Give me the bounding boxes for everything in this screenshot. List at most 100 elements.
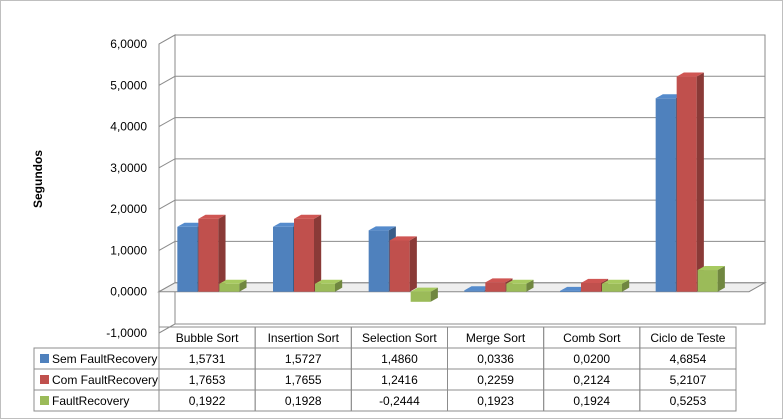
bar (315, 279, 343, 292)
bar (294, 214, 322, 292)
bar-side (717, 265, 725, 292)
bar (410, 287, 438, 302)
bar-top (655, 94, 683, 99)
bar-front (177, 226, 198, 292)
bar (676, 72, 704, 292)
y-tick-label: 6,0000 (110, 37, 147, 51)
y-tick-label: 5,0000 (110, 78, 147, 92)
gridline (158, 75, 765, 86)
bar-front (560, 290, 580, 292)
bar-side (409, 236, 417, 292)
bar-front (581, 282, 601, 292)
bar (697, 265, 725, 292)
bar-top (177, 222, 205, 227)
y-tick-label: 4,0000 (110, 120, 147, 134)
bar-side (696, 72, 704, 292)
data-label: 0,0200 (573, 352, 610, 366)
gridline (158, 199, 765, 210)
bar-front (485, 282, 506, 292)
data-label: 1,2416 (381, 373, 418, 387)
data-label: 5,2107 (670, 373, 707, 387)
bar-top (389, 236, 417, 241)
legend-swatch (40, 375, 49, 384)
bar-top (219, 279, 247, 284)
bar-side (430, 287, 438, 302)
bar (219, 279, 247, 292)
y-tick-label: -1,0000 (106, 326, 147, 340)
bar-front (294, 218, 314, 292)
data-label: 1,7655 (285, 373, 322, 387)
bar-top (464, 286, 492, 291)
data-label: 0,2259 (477, 373, 514, 387)
bar-top (485, 278, 513, 283)
x-category-label: Selection Sort (362, 331, 437, 345)
bar-front (198, 218, 219, 292)
bar-front (602, 283, 622, 292)
bar (389, 236, 417, 292)
bar-top (368, 226, 396, 231)
bar-top (198, 214, 226, 219)
bar-front (655, 98, 676, 292)
data-label: 1,5727 (285, 352, 322, 366)
bar-top (581, 278, 609, 283)
bar-top (410, 287, 438, 292)
gridline (158, 34, 765, 45)
bar-front (697, 270, 718, 292)
data-label: 0,1922 (189, 394, 226, 408)
bar-side (622, 279, 630, 292)
bar (602, 279, 630, 292)
table-cell (639, 389, 737, 412)
bar-side (314, 214, 322, 292)
y-tick-label: 0,0000 (110, 285, 147, 299)
gridline (158, 117, 765, 128)
data-label: 1,5731 (189, 352, 226, 366)
gridline (158, 158, 765, 169)
bar-top (315, 279, 343, 284)
y-tick-label: 3,0000 (110, 161, 147, 175)
x-category-label: Comb Sort (563, 331, 621, 345)
bar-top (602, 279, 630, 284)
data-label: 0,1928 (285, 394, 322, 408)
gridline (158, 282, 765, 293)
x-category-label: Ciclo de Teste (650, 331, 725, 345)
y-axis-label: Segundos (31, 150, 45, 208)
data-label: 0,1924 (573, 394, 610, 408)
x-category-label: Merge Sort (466, 331, 526, 345)
y-tick-label: 2,0000 (110, 202, 147, 216)
bar-front (464, 290, 485, 292)
bar-front (219, 283, 240, 292)
bar-front (676, 76, 697, 292)
x-category-label: Insertion Sort (268, 331, 340, 345)
bar (198, 214, 226, 292)
bar-top (697, 265, 725, 271)
bar-top (560, 286, 588, 291)
bar-side (218, 214, 226, 292)
bar-top (273, 222, 301, 227)
gridline (158, 240, 765, 251)
y-tick-label: 1,0000 (110, 243, 147, 257)
legend-swatch (40, 354, 49, 363)
gridline (158, 323, 765, 334)
legend-swatch (40, 396, 49, 405)
data-label: 0,2124 (573, 373, 610, 387)
data-label: 0,5253 (670, 394, 707, 408)
bar-top (676, 72, 704, 77)
bar-side (526, 279, 534, 292)
bar (506, 279, 534, 292)
legend-entry: Com FaultRecovery (52, 373, 158, 387)
data-label: 0,1923 (477, 394, 514, 408)
bar-front (389, 240, 410, 292)
data-label: 1,4860 (381, 352, 418, 366)
x-category-label: Bubble Sort (176, 331, 239, 345)
bar-front (506, 283, 527, 292)
legend-entry: FaultRecovery (52, 394, 129, 408)
bar-front (315, 283, 335, 292)
bar-front (368, 230, 389, 292)
bar-side (335, 279, 343, 292)
bar-top (294, 214, 322, 219)
bar-top (506, 279, 534, 284)
bar-front (410, 291, 431, 302)
data-label: 4,6854 (670, 352, 707, 366)
legend-entry: Sem FaultRecovery (52, 352, 157, 366)
